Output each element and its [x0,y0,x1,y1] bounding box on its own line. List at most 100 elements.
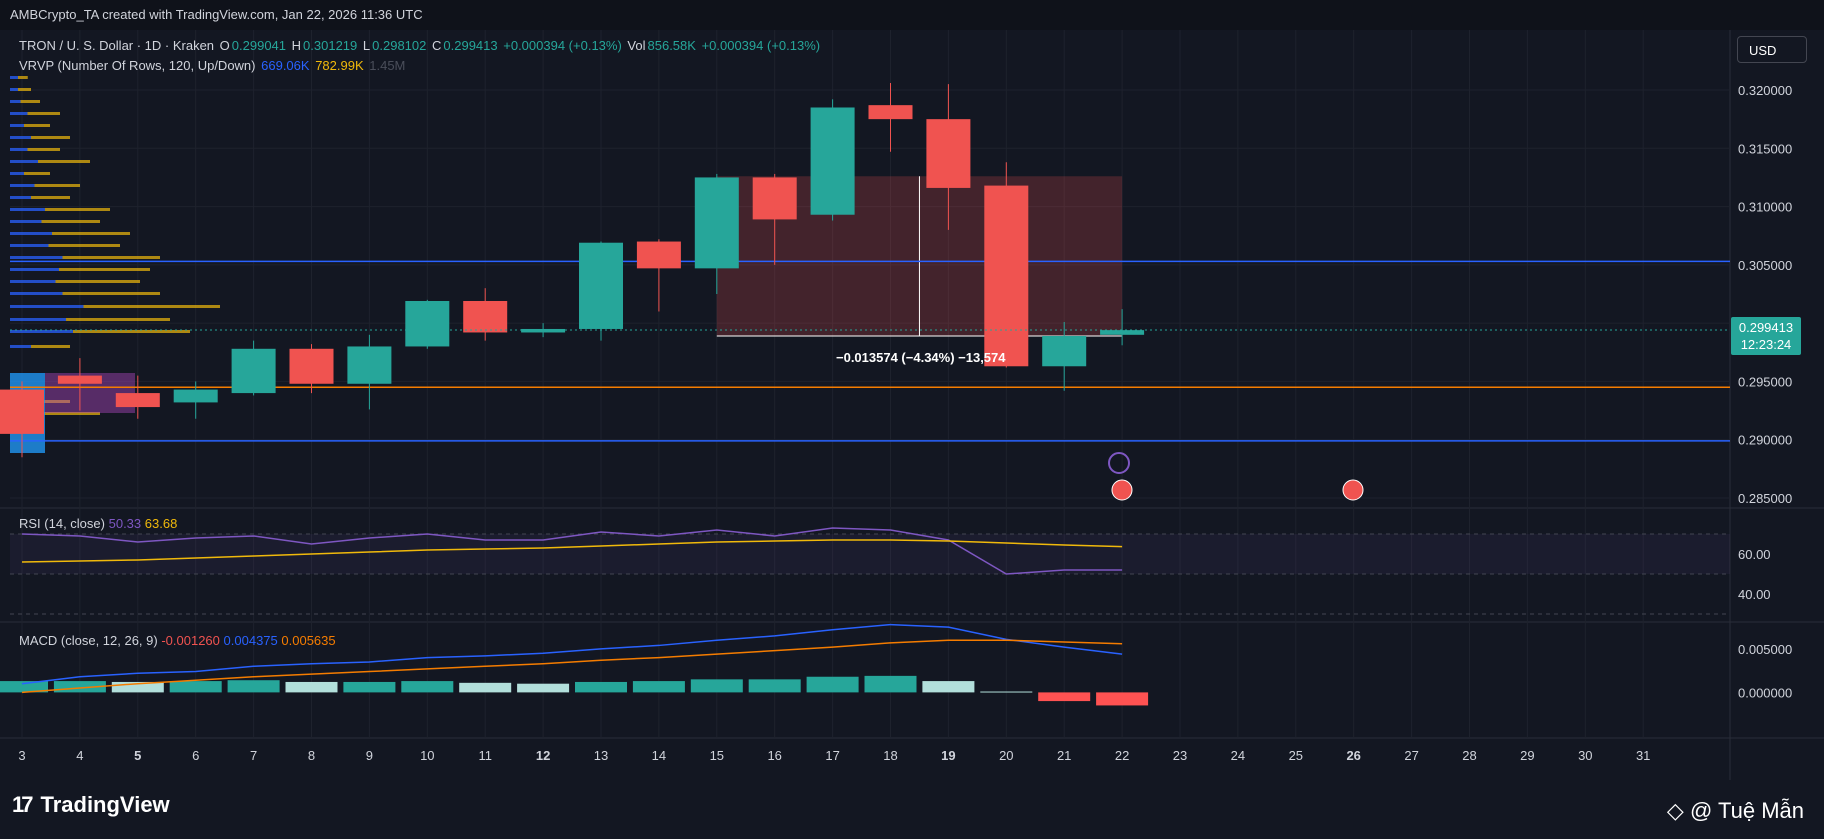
measure-label: −0.013574 (−4.34%) −13,574 [836,350,1006,365]
x-tick-label: 15 [710,748,724,763]
volume-profile-up-bar [10,196,31,199]
macd-histogram-bar [690,679,743,693]
volume-profile-up-bar [10,184,35,187]
last-price-tag: 0.299413 12:23:24 [1731,317,1801,355]
attribution-text: AMBCrypto_TA created with TradingView.co… [10,7,423,22]
x-tick-label: 3 [18,748,25,763]
low-label: L [362,38,371,53]
chart-canvas[interactable]: 0.3200000.3150000.3100000.3050000.300000… [0,0,1824,780]
x-tick-label: 28 [1462,748,1476,763]
candle-body [521,328,566,333]
candle-body [636,241,681,269]
event-icon [1108,452,1130,474]
macd-histogram-bar [169,681,222,693]
volume-profile-up-bar [10,345,31,348]
high-label: H [291,38,302,53]
x-tick-label: 21 [1057,748,1071,763]
symbol-title[interactable]: TRON / U. S. Dollar · 1D · Kraken [19,38,215,53]
macd-histogram-bar [227,680,280,693]
author-watermark: ◇ @ Tuệ Mẫn [1667,798,1804,824]
y-tick-label: 0.290000 [1738,433,1792,448]
volume-profile-down-bar [59,268,150,271]
x-tick-label: 12 [536,748,550,763]
volume-profile-up-bar [10,244,49,247]
candle-body [752,177,797,220]
macd-histogram-bar [1038,692,1091,702]
y-tick-label: 0.315000 [1738,141,1792,156]
macd-histogram-bar [53,681,106,693]
volume-profile-down-bar [66,318,170,321]
volume-profile-down-bar [31,400,70,403]
last-price-value: 0.299413 [1738,320,1794,335]
macd-histogram-bar [459,682,512,693]
candle-body [926,119,971,188]
candle-body [405,300,450,347]
y-tick-label: 0.320000 [1738,83,1792,98]
volume-profile-down-bar [55,280,140,283]
volume-profile-down-bar [18,88,31,91]
x-tick-label: 16 [767,748,781,763]
candle-body [1100,330,1145,335]
macd-y-tick-label: 0.000000 [1738,685,1792,700]
x-tick-label: 9 [366,748,373,763]
volume-profile-down-bar [38,160,90,163]
vrvp-label[interactable]: VRVP (Number Of Rows, 120, Up/Down) [19,58,256,73]
change-value: +0.000394 (+0.13%) [503,38,622,53]
x-tick-label: 17 [825,748,839,763]
x-tick-label: 27 [1404,748,1418,763]
candle-body [115,393,160,408]
vrvp-legend: VRVP (Number Of Rows, 120, Up/Down) 669.… [19,58,407,73]
volume-profile-up-bar [10,124,24,127]
macd-histogram-bar [343,681,396,693]
rsi-legend: RSI (14, close) 50.33 63.68 [19,516,177,531]
currency-button[interactable]: USD [1737,36,1807,63]
volume-profile-down-bar [62,256,160,259]
rsi-y-tick-label: 40.00 [1738,587,1771,602]
candle-body [347,346,392,384]
macd-label[interactable]: MACD (close, 12, 26, 9) [19,633,158,648]
candle-body [173,389,218,403]
candle-body [0,389,44,434]
tradingview-logo[interactable]: 17 TradingView [12,792,170,818]
candle-body [1042,335,1087,367]
x-tick-label: 30 [1578,748,1592,763]
x-tick-label: 26 [1346,748,1360,763]
volume-profile-down-bar [27,112,60,115]
volume-profile-down-bar [34,184,80,187]
watermark-text: @ Tuệ Mẫn [1689,798,1804,823]
volume-profile-up-bar [10,112,28,115]
volume-profile-up-bar [10,305,84,308]
x-tick-label: 14 [652,748,666,763]
volume-profile-down-bar [24,172,50,175]
candle-body [579,242,623,329]
rsi-ma-value: 63.68 [144,516,178,531]
diamond-icon: ◇ [1666,798,1684,823]
x-tick-label: 23 [1173,748,1187,763]
rsi-label[interactable]: RSI (14, close) [19,516,105,531]
volume-profile-up-bar [10,220,42,223]
volume-profile-down-bar [48,244,120,247]
vrvp-total-value: 1.45M [369,58,406,73]
volume-profile-down-bar [31,196,70,199]
x-tick-label: 25 [1289,748,1303,763]
volume-profile-up-bar [10,76,18,79]
tradingview-logo-mark: 17 [12,792,34,817]
bar-countdown: 12:23:24 [1740,337,1792,352]
volume-profile-up-bar [10,232,52,235]
x-tick-label: 19 [941,748,955,763]
x-tick-label: 7 [250,748,257,763]
macd-value: 0.004375 [223,633,278,648]
us-flag-icon [1342,479,1364,501]
volume-profile-up-bar [10,292,63,295]
close-value: 0.299413 [443,38,498,53]
macd-histogram-bar [980,691,1033,693]
candle-body [463,300,508,333]
macd-histogram-bar [864,675,917,693]
vrvp-up-value: 669.06K [261,58,310,73]
candle-body [57,375,102,384]
y-tick-label: 0.285000 [1738,491,1792,506]
volume-value: 856.58K [647,38,696,53]
volume-profile-down-bar [24,124,50,127]
volume-profile-down-bar [27,148,60,151]
x-tick-label: 18 [883,748,897,763]
